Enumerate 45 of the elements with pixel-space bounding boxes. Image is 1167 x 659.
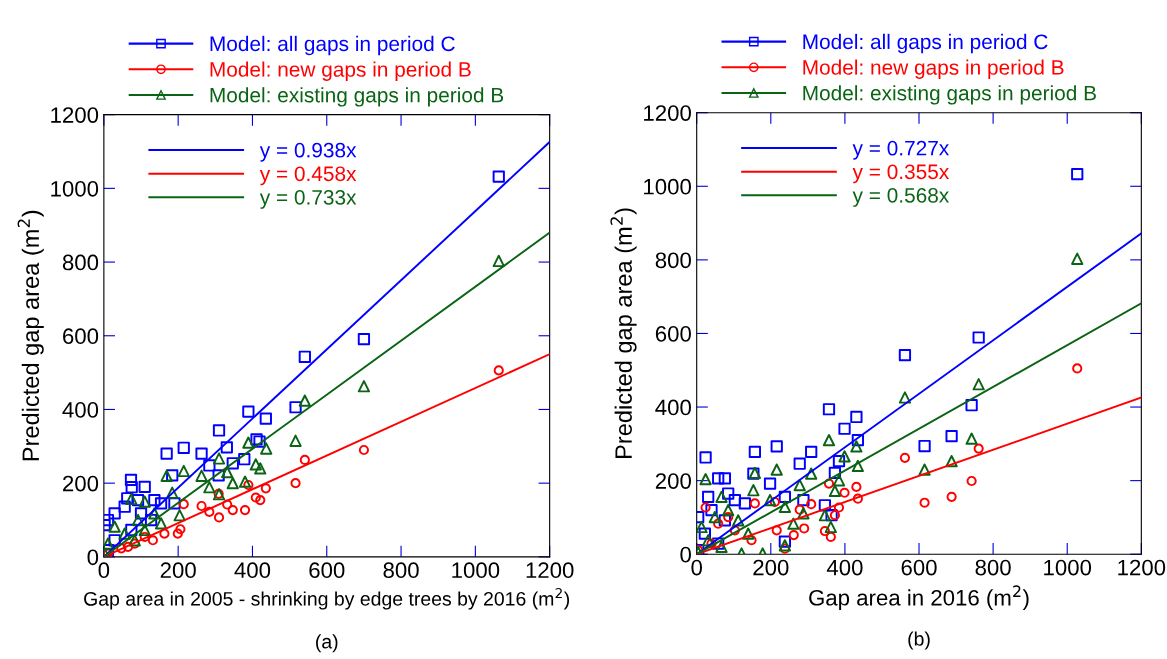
y-tick-label: 1200: [644, 105, 691, 121]
y-tick-label: 1000: [644, 178, 691, 195]
x-tick-label: 200: [753, 559, 789, 576]
y-tick-label: 200: [63, 475, 99, 492]
x-tick-label: 1200: [526, 562, 574, 579]
y-tick-label: 400: [62, 401, 99, 418]
x-tick-label: 400: [826, 559, 863, 576]
legend-label: Model: new gaps in period B: [803, 59, 1064, 79]
y-tick-label: 800: [62, 254, 99, 271]
x-tick-label: 0: [98, 562, 110, 579]
y-tick-label: 800: [655, 252, 691, 269]
legend-label: Model: existing gaps in period B: [210, 87, 504, 107]
legend-label: y = 0.568x: [852, 187, 950, 207]
legend-label: Model: new gaps in period B: [210, 61, 471, 81]
legend-label: y = 0.727x: [852, 140, 950, 160]
y-tick-label: 400: [655, 399, 691, 416]
x-axis-title: Gap area in 2016 (m$^{2}$): [809, 585, 1029, 611]
x-axis-title: Gap area in 2005 - shrinking by edge trees by 2016 (m$^{2}$): [84, 587, 570, 610]
x-tick-label: 800: [383, 562, 419, 579]
x-tick-label: 600: [901, 559, 937, 576]
y-tick-label: 200: [655, 473, 691, 489]
legend-label: y = 0.938x: [259, 142, 357, 162]
legend-label: y = 0.733x: [259, 189, 357, 209]
y-tick-label: 600: [655, 325, 691, 342]
y-axis-title: Predicted gap area (m$^{2}$): [17, 210, 44, 461]
x-tick-label: 400: [234, 562, 271, 579]
y-axis-title: Predicted gap area (m$^{2}$): [610, 208, 637, 458]
x-tick-label: 200: [160, 562, 196, 579]
text: (b): [908, 631, 930, 650]
legend-label: Model: all gaps in period C: [210, 35, 455, 56]
legend-label: y = 0.355x: [852, 164, 950, 184]
y-tick-label: 1000: [51, 180, 99, 197]
y-tick-label: 1200: [51, 107, 99, 123]
x-tick-label: 1200: [1118, 559, 1166, 576]
text: (a): [316, 634, 338, 653]
x-tick-label: 1000: [1044, 559, 1092, 576]
legend-label: Model: all gaps in period C: [803, 33, 1048, 54]
x-tick-label: 0: [691, 559, 703, 576]
x-tick-label: 800: [975, 559, 1011, 576]
x-tick-label: 600: [309, 562, 345, 579]
legend-label: y = 0.458x: [259, 166, 357, 186]
y-tick-label: 600: [63, 328, 99, 345]
y-tick-label: 0: [680, 546, 691, 563]
x-tick-label: 1000: [452, 562, 500, 579]
legend-label: Model: existing gaps in period B: [803, 85, 1096, 105]
